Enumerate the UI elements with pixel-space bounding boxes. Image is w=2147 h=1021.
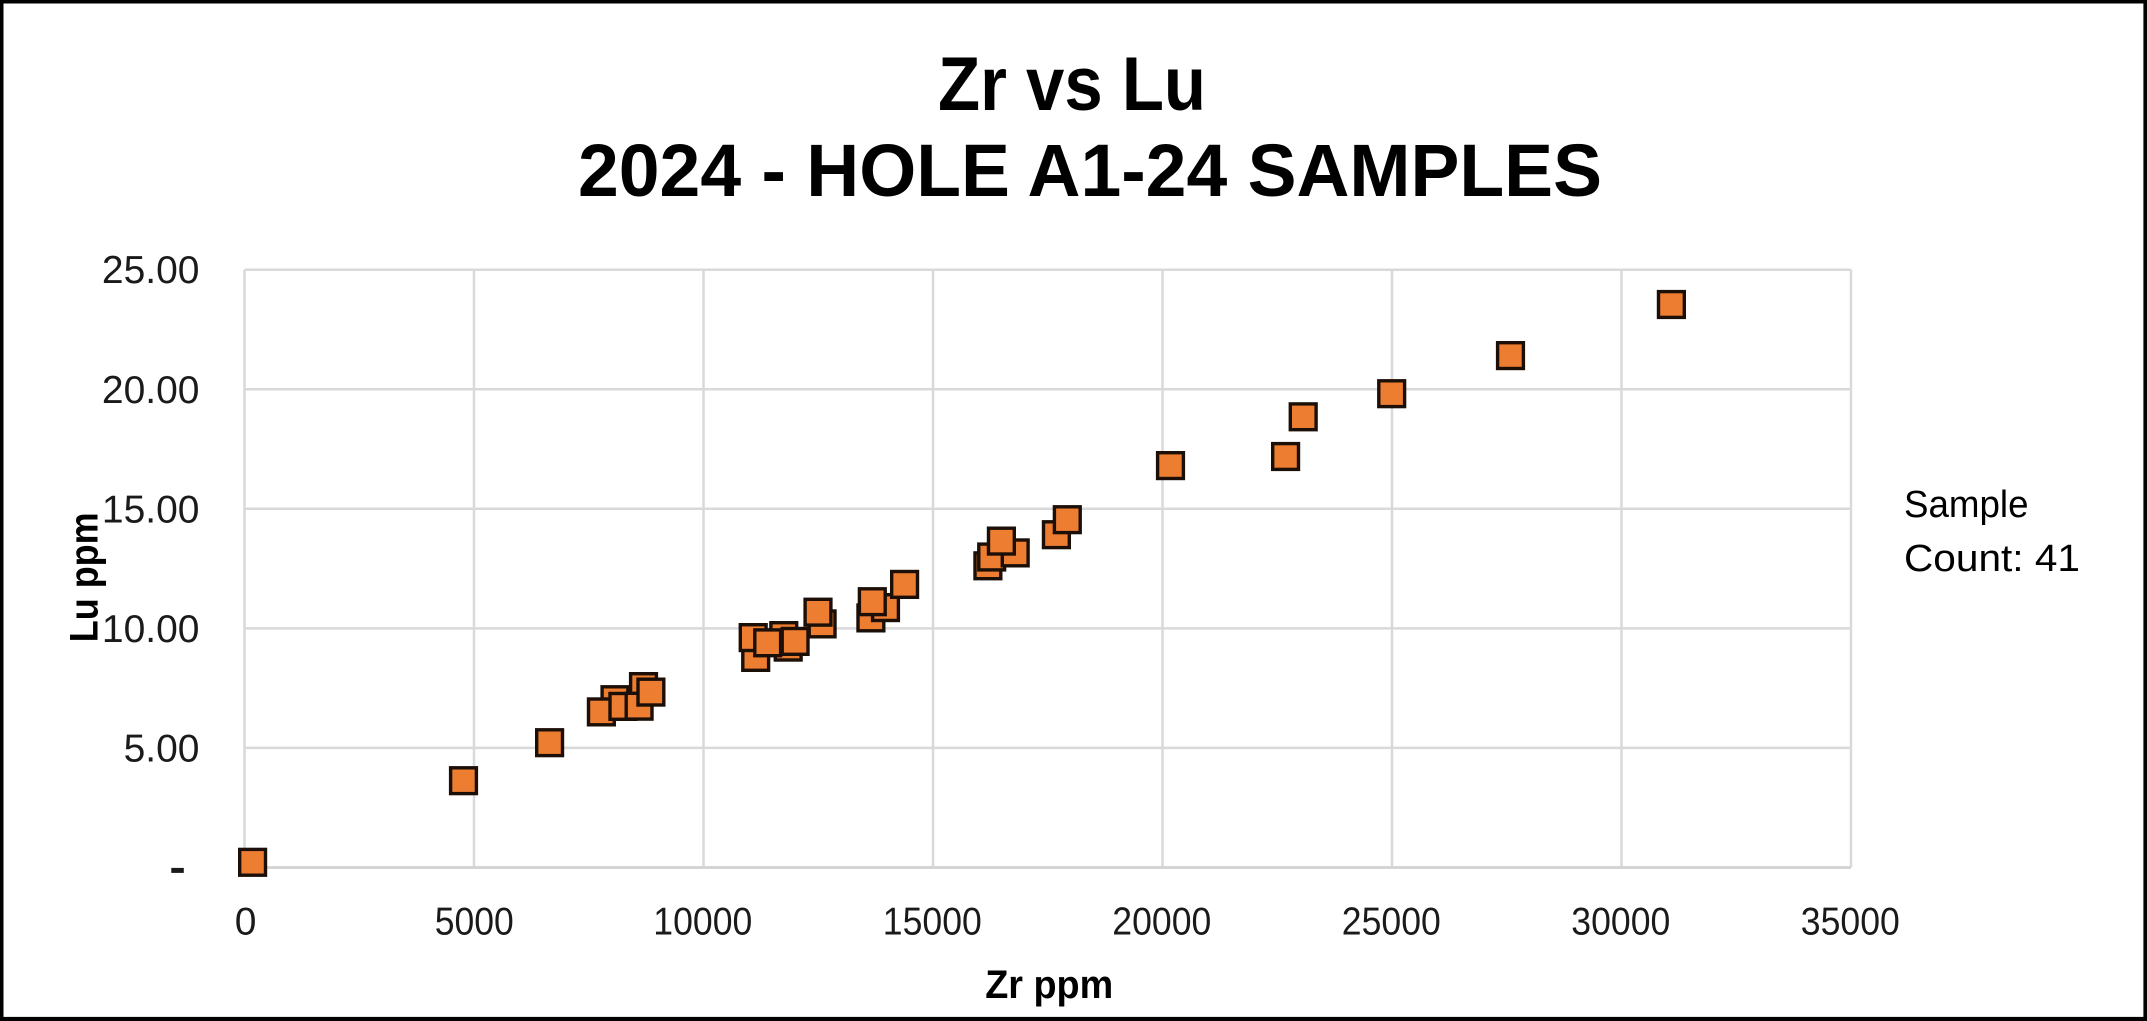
svg-text:15.00: 15.00	[102, 488, 200, 531]
svg-text:10.00: 10.00	[102, 608, 200, 651]
svg-text:Count: 41: Count: 41	[1904, 538, 2080, 580]
svg-text:15000: 15000	[883, 901, 982, 944]
svg-text:Sample: Sample	[1904, 484, 2029, 526]
svg-text:25000: 25000	[1342, 901, 1441, 944]
svg-text:25.00: 25.00	[102, 249, 200, 292]
svg-text:0: 0	[235, 901, 257, 944]
svg-text:30000: 30000	[1571, 901, 1670, 944]
svg-text:10000: 10000	[653, 901, 752, 944]
svg-text:20.00: 20.00	[102, 369, 200, 412]
svg-text:2024 - HOLE A1-24 SAMPLES: 2024 - HOLE A1-24 SAMPLES	[578, 129, 1602, 212]
svg-text:Lu ppm: Lu ppm	[63, 512, 107, 642]
svg-text:20000: 20000	[1112, 901, 1211, 944]
svg-text:35000: 35000	[1801, 901, 1900, 944]
svg-text:5000: 5000	[435, 901, 514, 944]
svg-text:Zr ppm: Zr ppm	[985, 963, 1113, 1007]
svg-text:Zr vs Lu: Zr vs Lu	[938, 42, 1206, 127]
svg-text:5.00: 5.00	[124, 728, 200, 771]
